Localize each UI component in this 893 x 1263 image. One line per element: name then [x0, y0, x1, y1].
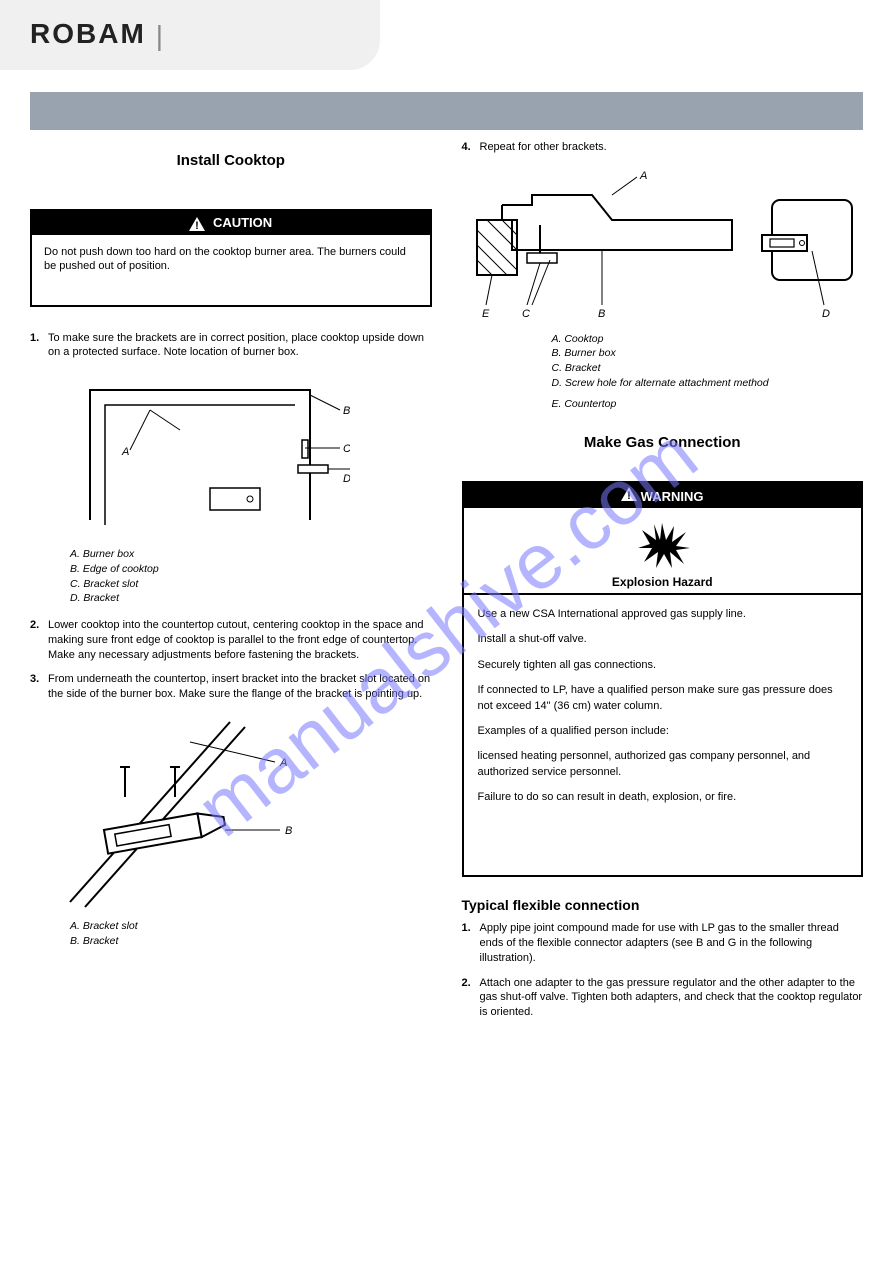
figure-3-svg: A B: [50, 712, 310, 912]
step-4: 4. Repeat for other brackets.: [462, 140, 864, 155]
explosion-block: Explosion Hazard: [464, 508, 862, 595]
svg-text:!: !: [195, 220, 199, 231]
warn-p6: licensed heating personnel, authorized g…: [478, 749, 848, 780]
fig1-legend-b: B. Edge of cooktop: [70, 563, 432, 577]
figure-4-legend: A. Cooktop B. Burner box C. Bracket D. S…: [552, 333, 864, 412]
fig3-legend-a: A. Bracket slot: [70, 920, 432, 934]
svg-text:A: A: [279, 757, 287, 769]
figure-3-legend: A. Bracket slot B. Bracket: [70, 920, 432, 948]
section-bar: [30, 92, 863, 130]
conn-step-2-text: Attach one adapter to the gas pressure r…: [480, 976, 864, 1021]
logo-divider: |: [156, 20, 165, 52]
fig1-legend-c: C. Bracket slot: [70, 578, 432, 592]
caution-label: CAUTION: [213, 215, 272, 230]
step-4-text: Repeat for other brackets.: [480, 140, 864, 155]
logo-tab: ROBAM |: [0, 0, 380, 70]
fig4-legend-e: E. Countertop: [552, 398, 864, 412]
svg-text:A: A: [639, 170, 647, 182]
svg-text:C: C: [343, 443, 350, 455]
fig4-legend-d: D. Screw hole for alternate attachment m…: [552, 377, 864, 391]
warn-p4: If connected to LP, have a qualified per…: [478, 683, 848, 714]
gas-heading: Make Gas Connection: [462, 434, 864, 451]
fig4-legend-b: B. Burner box: [552, 347, 864, 361]
step-2: 2. Lower cooktop into the countertop cut…: [30, 618, 432, 663]
fig3-legend-b: B. Bracket: [70, 935, 432, 949]
warn-p3: Securely tighten all gas connections.: [478, 658, 848, 673]
step-4-num: 4.: [462, 140, 480, 155]
warn-p7: Failure to do so can result in death, ex…: [478, 790, 848, 805]
svg-text:!: !: [627, 490, 631, 501]
brand-text: ROBAM: [30, 18, 146, 49]
connection-heading: Typical flexible connection: [462, 897, 864, 913]
step-1-text: To make sure the brackets are in correct…: [48, 331, 432, 361]
fig1-legend-d: D. Bracket: [70, 592, 432, 606]
figure-4: A B C E D: [472, 165, 864, 325]
svg-text:D: D: [343, 473, 350, 485]
left-column: Install Cooktop ! CAUTION Do not push do…: [30, 140, 432, 1030]
fig1-legend-a: A. Burner box: [70, 548, 432, 562]
conn-step-1-num: 1.: [462, 921, 480, 966]
caution-body: Do not push down too hard on the cooktop…: [32, 235, 430, 305]
step-2-num: 2.: [30, 618, 48, 663]
warn-p5: Examples of a qualified person include:: [478, 724, 848, 739]
figure-1-legend: A. Burner box B. Edge of cooktop C. Brac…: [70, 548, 432, 606]
fig4-legend-a: A. Cooktop: [552, 333, 864, 347]
step-1: 1. To make sure the brackets are in corr…: [30, 331, 432, 361]
step-2-text: Lower cooktop into the countertop cutout…: [48, 618, 432, 663]
svg-text:B: B: [343, 405, 350, 417]
figure-3: A B: [50, 712, 432, 912]
warning-icon: !: [189, 217, 205, 231]
warn-p2: Install a shut-off valve.: [478, 632, 848, 647]
warning-body: Use a new CSA International approved gas…: [464, 595, 862, 875]
page-content: Install Cooktop ! CAUTION Do not push do…: [30, 140, 863, 1030]
svg-text:B: B: [285, 825, 292, 837]
caution-header: ! CAUTION: [32, 211, 430, 235]
figure-1: A B C D: [50, 370, 432, 540]
step-3-num: 3.: [30, 672, 48, 702]
caution-box: ! CAUTION Do not push down too hard on t…: [30, 209, 432, 307]
brand-logo: ROBAM |: [30, 18, 165, 52]
fig4-legend-c: C. Bracket: [552, 362, 864, 376]
svg-text:D: D: [822, 308, 830, 320]
conn-step-2: 2. Attach one adapter to the gas pressur…: [462, 976, 864, 1021]
step-3: 3. From underneath the countertop, inser…: [30, 672, 432, 702]
warn-p1: Use a new CSA International approved gas…: [478, 607, 848, 622]
step-1-num: 1.: [30, 331, 48, 361]
conn-step-1: 1. Apply pipe joint compound made for us…: [462, 921, 864, 966]
svg-text:E: E: [482, 308, 490, 320]
svg-text:B: B: [598, 308, 605, 320]
step-3-text: From underneath the countertop, insert b…: [48, 672, 432, 702]
install-heading: Install Cooktop: [30, 152, 432, 169]
warning-header: ! WARNING: [464, 483, 862, 508]
svg-text:A: A: [121, 446, 129, 458]
warning-box: ! WARNING Explosion Hazard Use a new CSA…: [462, 481, 864, 877]
warning-label: WARNING: [641, 489, 704, 504]
conn-step-2-num: 2.: [462, 976, 480, 1021]
explosion-title: Explosion Hazard: [464, 575, 862, 589]
figure-1-svg: A B C D: [50, 370, 350, 540]
svg-text:C: C: [522, 308, 530, 320]
right-column: 4. Repeat for other brackets.: [462, 140, 864, 1030]
warning-icon: !: [621, 487, 637, 501]
conn-step-1-text: Apply pipe joint compound made for use w…: [480, 921, 864, 966]
explosion-icon: [632, 518, 692, 568]
figure-4-svg: A B C E D: [472, 165, 862, 325]
